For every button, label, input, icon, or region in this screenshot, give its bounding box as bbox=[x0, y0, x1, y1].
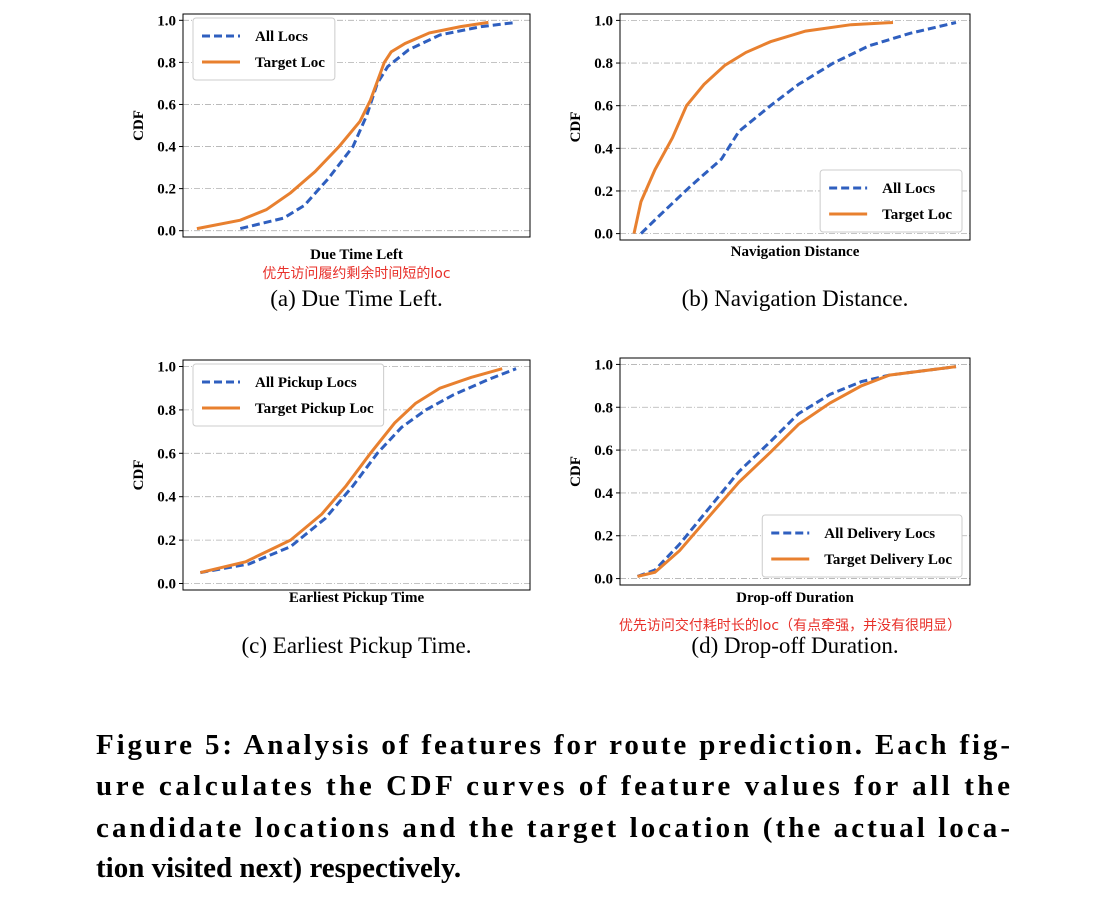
y-tick-label: 0.4 bbox=[594, 486, 613, 502]
legend-label: All Locs bbox=[255, 29, 308, 45]
subcaption: (a) Due Time Left. bbox=[270, 286, 442, 311]
y-tick-label: 0.8 bbox=[157, 403, 176, 419]
legend-frame bbox=[761, 514, 963, 578]
y-tick-label: 0.0 bbox=[594, 572, 613, 588]
caption-line: tion visited next) respectively. bbox=[96, 852, 461, 884]
y-tick-label: 0.0 bbox=[157, 576, 176, 592]
subcaption: (b) Navigation Distance. bbox=[682, 286, 909, 311]
legend-frame bbox=[192, 17, 336, 81]
legend-label: Target Delivery Loc bbox=[824, 552, 952, 568]
y-tick-label: 0.2 bbox=[594, 184, 613, 200]
legend: All Locs Target Loc bbox=[192, 17, 336, 81]
plot-frame bbox=[619, 13, 971, 241]
caption-line: ure calculates the CDF curves of feature… bbox=[96, 770, 1010, 802]
y-tick-label: 0.8 bbox=[157, 55, 176, 71]
data-line bbox=[632, 21, 894, 234]
y-tick-label: 0.4 bbox=[157, 490, 176, 506]
y-axis-label: CDF bbox=[568, 112, 584, 143]
x-axis-label: Drop-off Duration bbox=[736, 590, 854, 606]
subcaption: (c) Earliest Pickup Time. bbox=[242, 633, 472, 658]
annotation: 优先访问交付耗时长的loc（有点牵强，并没有很明显） bbox=[619, 617, 961, 634]
y-tick-label: 0.2 bbox=[594, 529, 613, 545]
plot-frame bbox=[182, 13, 531, 238]
y-tick-label: 0.6 bbox=[157, 97, 176, 113]
y-tick-label: 0.2 bbox=[157, 182, 176, 198]
y-tick-label: 0.8 bbox=[594, 56, 613, 72]
y-tick-label: 0.2 bbox=[157, 533, 176, 549]
legend-label: Target Pickup Loc bbox=[255, 401, 374, 417]
y-tick-label: 0.6 bbox=[157, 446, 176, 462]
legend-label: Target Loc bbox=[255, 55, 325, 71]
x-axis-label: Navigation Distance bbox=[731, 244, 860, 260]
data-line bbox=[199, 367, 503, 575]
legend-label: All Locs bbox=[882, 181, 935, 197]
y-tick-label: 1.0 bbox=[594, 357, 613, 373]
caption-line: candidate locations and the target locat… bbox=[96, 812, 1010, 844]
legend-frame bbox=[192, 363, 385, 427]
y-tick-label: 0.8 bbox=[594, 400, 613, 416]
legend: All Pickup Locs Target Pickup Loc bbox=[192, 363, 385, 427]
legend: All Locs Target Loc bbox=[819, 169, 963, 233]
y-axis-label: CDF bbox=[568, 456, 584, 487]
y-tick-label: 0.0 bbox=[594, 227, 613, 243]
plot-frame bbox=[182, 359, 531, 591]
data-line bbox=[636, 365, 957, 578]
y-axis-label: CDF bbox=[131, 460, 147, 491]
data-line bbox=[200, 367, 517, 575]
x-axis-label: Due Time Left bbox=[310, 247, 403, 263]
legend-label: All Delivery Locs bbox=[824, 526, 935, 542]
legend-label: Target Loc bbox=[882, 207, 952, 223]
y-tick-label: 0.4 bbox=[594, 141, 613, 157]
y-tick-label: 1.0 bbox=[594, 13, 613, 29]
data-line bbox=[196, 20, 489, 231]
y-tick-label: 0.4 bbox=[157, 140, 176, 156]
y-tick-label: 1.0 bbox=[157, 13, 176, 29]
plot-frame bbox=[619, 357, 971, 586]
data-line bbox=[639, 21, 957, 235]
legend-label: All Pickup Locs bbox=[255, 375, 357, 391]
x-axis-label: Earliest Pickup Time bbox=[289, 590, 425, 606]
data-line bbox=[637, 365, 957, 578]
legend-frame bbox=[819, 169, 963, 233]
y-tick-label: 0.0 bbox=[157, 224, 176, 240]
subcaption: (d) Drop-off Duration. bbox=[691, 633, 898, 658]
y-axis-label: CDF bbox=[131, 110, 147, 141]
caption-line: Figure 5: Analysis of features for route… bbox=[96, 729, 1010, 761]
legend: All Delivery Locs Target Delivery Loc bbox=[761, 514, 963, 578]
annotation: 优先访问履约剩余时间短的loc bbox=[262, 265, 450, 282]
y-tick-label: 0.6 bbox=[594, 443, 613, 459]
y-tick-label: 0.6 bbox=[594, 99, 613, 115]
y-tick-label: 1.0 bbox=[157, 360, 176, 376]
